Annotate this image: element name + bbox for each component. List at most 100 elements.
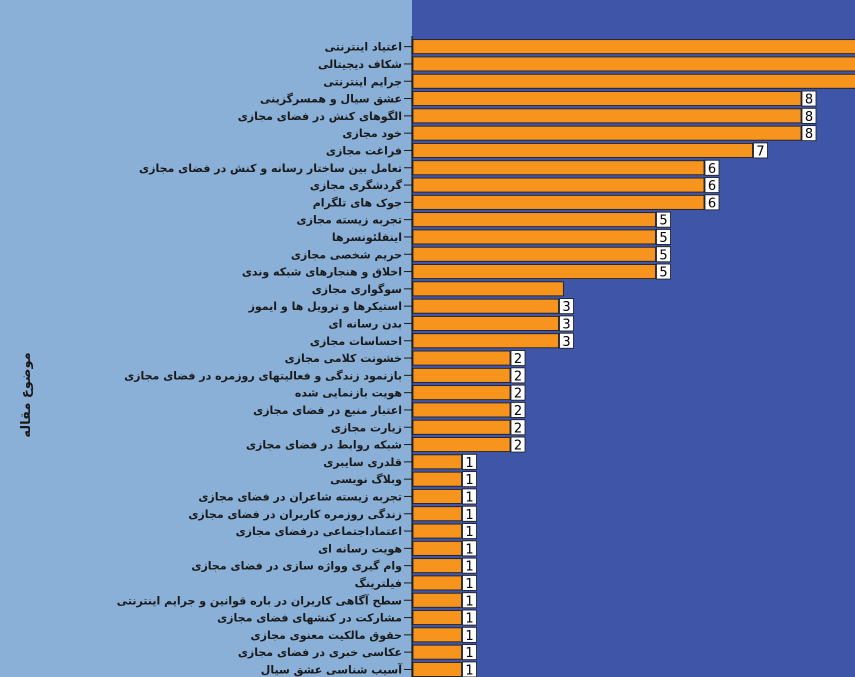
bar	[412, 333, 559, 349]
bar	[412, 644, 462, 660]
category-tick-label: فراغت مجازی	[326, 144, 402, 157]
data-label: 1	[465, 577, 473, 592]
category-tick-label: آسیب شناسی عشق سیال	[261, 662, 402, 676]
bar	[412, 125, 802, 141]
data-label: 5	[659, 266, 667, 281]
data-label: 2	[514, 387, 522, 402]
data-label: 6	[708, 179, 716, 194]
bar	[412, 212, 656, 228]
data-label: 8	[805, 93, 813, 108]
category-tick-label: هویت بازنمایی شده	[295, 387, 402, 400]
y-axis-title: موضوع مقاله	[19, 352, 34, 437]
category-tick-label: جوک های تلگرام	[313, 196, 402, 209]
bars-group	[412, 39, 855, 677]
category-tick-label: الگوهای کنش در فضای مجازی	[238, 110, 402, 123]
data-label-box	[559, 298, 574, 315]
category-tick-label: تجربه زیسته مجازی	[297, 214, 402, 227]
category-tick-label: هویت رسانه ای	[318, 542, 402, 555]
data-label: 3	[562, 335, 570, 350]
category-tick-label: خود مجازی	[342, 127, 402, 140]
data-label: 8	[805, 127, 813, 142]
bar	[412, 402, 511, 418]
data-label: 1	[465, 646, 473, 661]
bar	[412, 471, 462, 487]
data-label-box	[656, 211, 671, 228]
data-label-box	[656, 263, 671, 280]
category-tick-label: اخلاق و هنجارهای شبکه وندی	[242, 266, 402, 279]
category-axis-panel	[0, 0, 412, 677]
category-tick-labels-group: اعتیاد اینترنتی شکاف دیجیتالی جرایم اینترن…	[117, 41, 412, 676]
data-labels-group: 8 8 8 7 6 6 6 5 5 5 5 3 3 3 2 2 2 2 2 2 1 1 1 1 1 1 1 1 1 1 1 1 1	[462, 90, 817, 677]
category-tick-label: حریم شخصی مجازی	[291, 248, 402, 261]
bar	[412, 229, 656, 245]
bar	[412, 194, 705, 210]
data-label: 6	[708, 196, 716, 211]
bar	[412, 281, 564, 297]
category-tick-label: اینفلئونسرها	[332, 231, 402, 244]
category-tick-label: استیکرها و ترویل ها و ایموز	[248, 300, 402, 313]
bar	[412, 385, 511, 401]
data-label-box	[510, 384, 526, 401]
data-label-box	[559, 315, 574, 332]
category-tick-label: تعامل بین ساختار رسانه و کنش در فضای مجا…	[139, 162, 402, 175]
data-label-box	[462, 557, 477, 574]
bar	[412, 39, 855, 55]
data-label-box	[510, 350, 526, 366]
category-tick-label: سطح آگاهی کاربران در باره قوانین و جرایم…	[117, 593, 402, 607]
bar	[412, 143, 753, 158]
data-label: 5	[659, 231, 667, 246]
data-label-box	[704, 194, 720, 211]
data-label-box	[704, 177, 720, 193]
category-tick-label: جرایم اینترنتی	[323, 75, 402, 88]
category-tick-label: گردشگری مجازی	[310, 179, 403, 192]
bar	[412, 489, 462, 504]
category-tick-label: حقوق مالکیت معنوی مجازی	[251, 629, 402, 642]
bar	[412, 350, 511, 366]
category-tick-label: قلدری سایبری	[323, 456, 402, 469]
bar	[412, 610, 462, 625]
data-label: 2	[514, 404, 522, 419]
category-tick-label: تجربه زیسته شاعران در فضای مجازی	[198, 490, 402, 503]
data-label-box	[510, 402, 526, 418]
data-label-box	[462, 575, 477, 591]
data-label-box	[656, 246, 671, 263]
data-label: 2	[514, 369, 522, 384]
bar	[412, 419, 511, 435]
data-label: 5	[659, 214, 667, 229]
data-label: 6	[708, 162, 716, 177]
data-label-box	[801, 125, 817, 142]
bar	[412, 662, 462, 677]
data-label-box	[462, 540, 477, 557]
bar	[412, 177, 705, 193]
category-tick-label: بدن رسانه ای	[329, 317, 402, 330]
bar	[412, 575, 462, 591]
data-label: 1	[465, 473, 473, 488]
data-label: 2	[514, 421, 522, 436]
category-tick-label: فیلترینگ	[355, 576, 402, 590]
data-label: 1	[465, 663, 473, 677]
bar	[412, 454, 462, 470]
bar	[412, 558, 462, 574]
data-label-box	[462, 644, 477, 661]
data-label-box	[704, 159, 720, 176]
category-tick-label: سوگواری مجازی	[312, 283, 402, 296]
data-label-box	[462, 592, 477, 609]
bar	[412, 298, 559, 314]
data-label: 2	[514, 439, 522, 454]
data-label: 7	[756, 144, 764, 159]
data-label: 1	[465, 490, 473, 505]
data-label-box	[462, 523, 477, 539]
data-label: 1	[465, 612, 473, 627]
bar	[412, 108, 802, 124]
data-label-box	[462, 505, 477, 522]
category-tick-label: احساسات مجازی	[310, 335, 402, 348]
category-tick-label: عکاسی خبری در فضای مجازی	[238, 646, 402, 659]
data-label: 8	[805, 110, 813, 125]
data-label-box	[559, 332, 574, 349]
category-tick-label: وام گیری وواژه سازی در فضای مجازی	[191, 560, 402, 573]
data-label-box	[462, 626, 477, 643]
data-label-box	[656, 229, 671, 245]
category-tick-label: اعتبار منبع در فضای مجازی	[253, 404, 402, 417]
data-label-box	[462, 471, 477, 488]
